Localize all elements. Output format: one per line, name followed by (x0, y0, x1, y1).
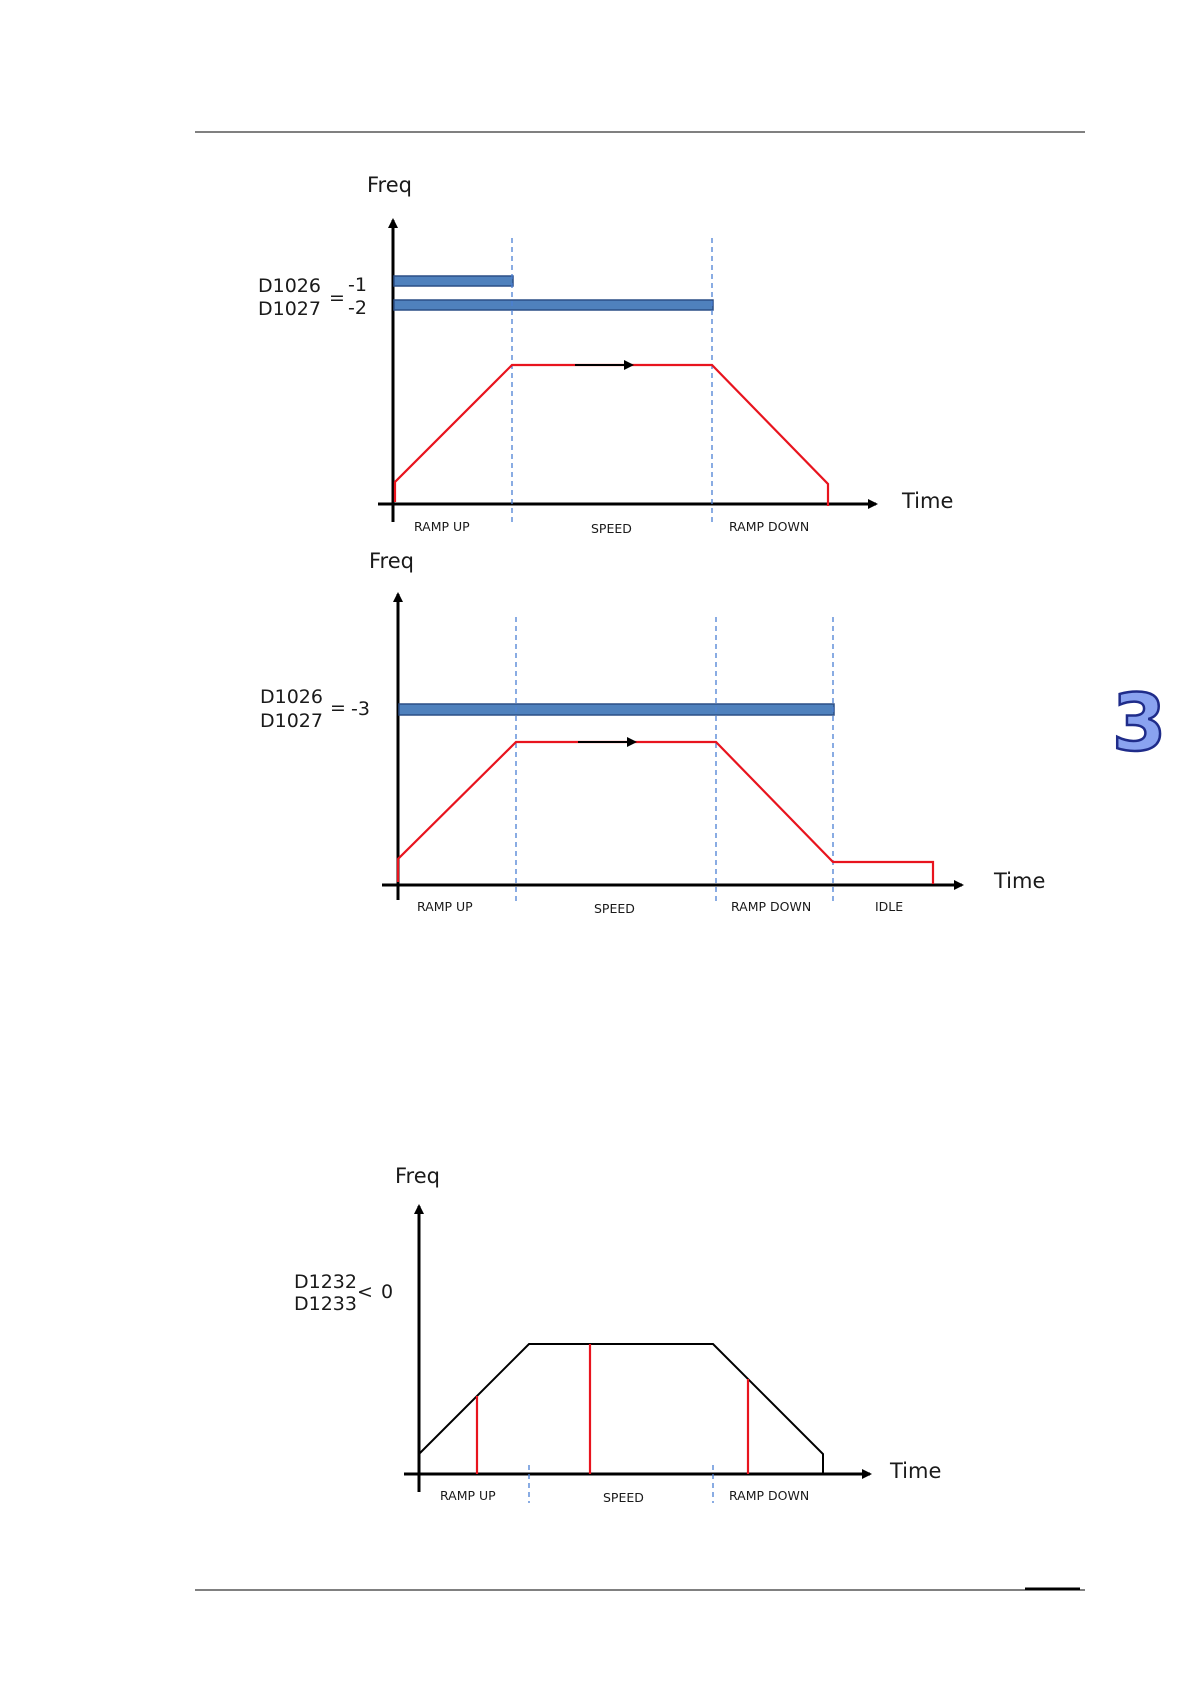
fig2-phase-ramp-down: RAMP DOWN (731, 899, 811, 914)
fig2-value: -3 (351, 698, 370, 720)
fig1-phase-speed: SPEED (591, 521, 632, 536)
figure-2: Freq Time D1026 D1027 = -3 RAMP UP SPEED… (260, 549, 1045, 916)
fig1-bar-value-1 (393, 275, 514, 287)
fig3-phase-speed: SPEED (603, 1490, 644, 1505)
fig3-value: 0 (381, 1281, 393, 1303)
chapter-number-badge: 3 (1112, 679, 1166, 769)
fig2-bar-value (398, 703, 835, 716)
fig3-comparator: < (357, 1281, 373, 1303)
fig3-register-1: D1232 (294, 1271, 357, 1293)
fig3-phase-ramp-down: RAMP DOWN (729, 1488, 809, 1503)
fig2-register-2: D1027 (260, 710, 323, 732)
fig1-register-1: D1026 (258, 275, 321, 297)
fig2-equals-sign: = (330, 697, 346, 719)
figure-1: Freq Time D1026 D1027 = -1 -2 RAMP UP SP… (258, 173, 953, 536)
fig1-frequency-profile (393, 363, 830, 506)
fig1-equals-sign: = (329, 287, 345, 309)
fig2-phase-ramp-up: RAMP UP (417, 899, 473, 914)
fig1-value-1: -1 (348, 274, 367, 296)
fig2-register-1: D1026 (260, 686, 323, 708)
fig3-phase-ramp-up: RAMP UP (440, 1488, 496, 1503)
fig2-phase-idle: IDLE (875, 899, 903, 914)
fig1-phase-ramp-down: RAMP DOWN (729, 519, 809, 534)
fig3-frequency-profile (418, 1343, 824, 1475)
fig2-frequency-profile (396, 740, 935, 884)
fig2-phase-speed: SPEED (594, 901, 635, 916)
fig1-y-axis-label: Freq (367, 173, 412, 197)
fig1-register-2: D1027 (258, 298, 321, 320)
figure-3: Freq Time D1232 D1233 < 0 RAMP UP SPEED … (294, 1164, 941, 1505)
fig1-phase-ramp-up: RAMP UP (414, 519, 470, 534)
fig3-x-axis-label: Time (889, 1459, 941, 1483)
fig3-y-axis-label: Freq (395, 1164, 440, 1188)
fig2-y-axis-label: Freq (369, 549, 414, 573)
fig1-bar-value-2 (393, 299, 714, 311)
fig3-register-2: D1233 (294, 1293, 357, 1315)
fig1-value-2: -2 (348, 297, 367, 319)
fig2-x-axis-label: Time (993, 869, 1045, 893)
fig1-x-axis-label: Time (901, 489, 953, 513)
